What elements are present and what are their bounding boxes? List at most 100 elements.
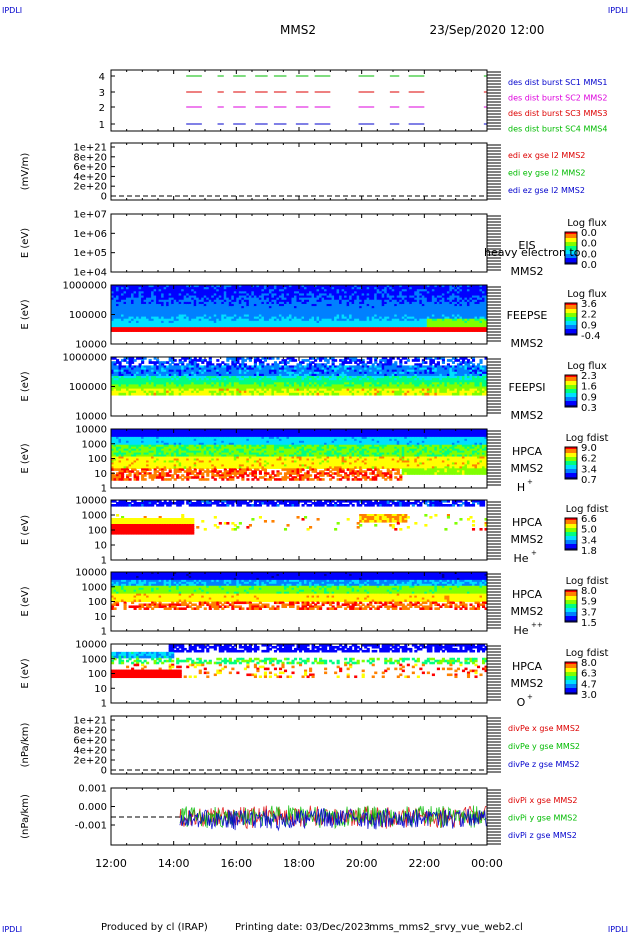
spectrogram-cell xyxy=(188,329,192,332)
spectrogram-cell xyxy=(246,378,250,381)
spectrogram-cell xyxy=(389,299,393,303)
spectrogram-cell xyxy=(111,384,115,388)
spectrogram-cell xyxy=(266,289,270,292)
spectrogram-cell xyxy=(351,310,355,313)
spectrogram-cell xyxy=(291,295,295,299)
spectrogram-cell xyxy=(351,293,355,297)
spectrogram-cell xyxy=(466,322,471,326)
spectrogram-cell xyxy=(233,380,237,383)
spectrogram-cell xyxy=(188,303,192,307)
spectrogram-cell xyxy=(228,384,232,388)
spectrogram-cell xyxy=(203,293,207,297)
spectrogram-cell xyxy=(146,295,150,299)
spectrogram-cell xyxy=(228,295,232,299)
spectrogram-cell xyxy=(311,310,315,313)
spectrogram-cell xyxy=(151,388,155,392)
spectrogram-cell xyxy=(218,320,222,324)
spectrogram-cell xyxy=(133,386,137,390)
spectrogram-cell xyxy=(481,325,486,328)
spectrogram-cell xyxy=(414,327,418,330)
spectrogram-cell xyxy=(299,314,303,318)
spectrogram-cell xyxy=(178,289,182,292)
spectrogram-cell xyxy=(456,310,461,313)
spectrogram-cell xyxy=(434,287,438,290)
spectrogram-cell xyxy=(158,303,162,307)
spectrogram-cell xyxy=(121,308,125,311)
spectrogram-cell xyxy=(201,303,205,307)
spectrogram-cell xyxy=(206,299,210,303)
spectrogram-cell xyxy=(459,314,463,318)
spectrogram-cell xyxy=(399,327,403,330)
spectrogram-cell xyxy=(268,320,273,324)
spectrogram-cell xyxy=(238,367,242,371)
spectrogram-cell xyxy=(248,295,252,299)
spectrogram-cell xyxy=(183,314,187,318)
spectrogram-cell xyxy=(168,308,172,311)
spectrogram-cell xyxy=(304,380,308,383)
spectrogram-cell xyxy=(198,329,202,332)
spectrogram-cell xyxy=(253,325,257,328)
spectrogram-cell xyxy=(404,291,408,295)
spectrogram-cell xyxy=(268,375,273,379)
spectrogram-cell xyxy=(394,285,398,288)
spectrogram-cell xyxy=(178,361,182,364)
spectrogram-cell xyxy=(131,318,135,322)
spectrogram-cell xyxy=(161,369,165,373)
spectrogram-cell xyxy=(241,303,245,307)
spectrogram-cell xyxy=(191,310,195,313)
spectrogram-cell xyxy=(479,306,483,309)
spectrogram-cell xyxy=(484,287,488,290)
spectrogram-cell xyxy=(141,365,145,369)
spectrogram-cell xyxy=(459,310,463,313)
spectrogram-cell xyxy=(238,388,242,392)
spectrogram-cell xyxy=(213,369,217,373)
spectrogram-cell xyxy=(301,295,305,299)
spectrogram-cell xyxy=(128,306,132,309)
spectrogram-cell xyxy=(286,382,290,385)
colorbar-cell xyxy=(565,254,577,257)
spectrogram-cell xyxy=(156,382,160,385)
spectrogram-cell xyxy=(138,293,142,297)
spectrogram-cell xyxy=(334,308,338,311)
spectrogram-cell xyxy=(163,295,167,299)
spectrogram-cell xyxy=(161,384,165,388)
spectrogram-cell xyxy=(138,291,142,295)
spectrogram-cell xyxy=(301,371,305,375)
spectrogram-cell xyxy=(484,301,488,305)
spectrogram-cell xyxy=(243,388,247,392)
spectrogram-cell xyxy=(193,293,197,297)
spectrogram-cell xyxy=(216,287,220,290)
spectrogram-cell xyxy=(196,386,200,390)
spectrogram-cell xyxy=(434,327,438,330)
spectrogram-cell xyxy=(181,382,185,385)
spectrogram-cell xyxy=(291,289,295,292)
spectrogram-cell xyxy=(283,318,288,322)
spectrogram-cell xyxy=(286,390,290,394)
spectrogram-cell xyxy=(236,373,240,377)
spectrogram-cell xyxy=(208,295,212,299)
spectrogram-cell xyxy=(424,297,428,301)
spectrogram-cell xyxy=(243,303,247,307)
spectrogram-cell xyxy=(278,312,283,316)
spectrogram-cell xyxy=(188,390,192,394)
spectrogram-cell xyxy=(158,312,162,316)
spectrogram-cell xyxy=(243,293,247,297)
spectrogram-cell xyxy=(271,363,275,367)
spectrogram-cell xyxy=(181,388,185,392)
spectrogram-cell xyxy=(163,392,167,396)
spectrogram-cell xyxy=(196,388,200,392)
spectrogram-cell xyxy=(173,295,177,299)
spectrogram-cell xyxy=(381,318,385,322)
spectrogram-cell xyxy=(128,329,132,332)
spectrogram-cell xyxy=(156,369,160,373)
spectrogram-cell xyxy=(356,329,360,332)
spectrogram-cell xyxy=(128,301,132,305)
spectrogram-cell xyxy=(474,306,478,309)
spectrogram-cell xyxy=(238,373,242,377)
spectrogram-cell xyxy=(238,386,242,390)
spectrogram-cell xyxy=(434,289,438,292)
spectrogram-cell xyxy=(148,312,152,316)
spectrogram-cell xyxy=(146,308,150,311)
spectrogram-cell xyxy=(251,388,255,392)
spectrogram-cell xyxy=(288,287,293,290)
